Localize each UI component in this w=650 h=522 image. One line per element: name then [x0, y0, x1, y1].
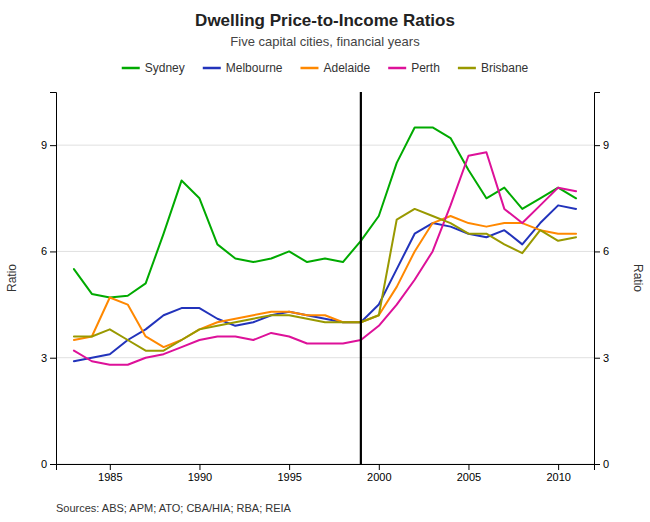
legend-label: Brisbane [481, 61, 529, 75]
y2-axis: 0 3 6 9 [594, 93, 609, 471]
source: Sources: ABS; APM; ATO; CBA/HIA; RBA; RE… [56, 502, 292, 514]
line [74, 205, 576, 361]
plot: 1985 1990 1995 2000 2005 2010 0 3 6 9 0 3 6 9 [41, 92, 609, 483]
tick-mark [379, 464, 380, 470]
tick: 1995 [277, 464, 301, 483]
legend-label: Perth [411, 61, 440, 75]
tick-label: 1985 [98, 471, 122, 483]
y-axis: 0 3 6 9 [41, 93, 57, 471]
line [74, 152, 576, 365]
tick: 6 [41, 245, 56, 257]
legend-item: Adelaide [300, 61, 370, 75]
tick: 0 [41, 458, 56, 470]
axis-line [57, 465, 595, 471]
tick-mark [199, 464, 200, 470]
tick-mark [594, 145, 600, 146]
legend: Sydney Melbourne Adelaide Perth Brisbane [122, 61, 529, 75]
legend-swatch [458, 67, 476, 70]
axis-line [50, 93, 57, 465]
legend-item: Sydney [122, 61, 185, 75]
tick: 1985 [98, 464, 122, 483]
tick-mark [110, 464, 111, 470]
tick: 3 [594, 352, 609, 364]
tick: 9 [41, 139, 56, 151]
grid-line [56, 145, 594, 146]
legend-label: Melbourne [226, 61, 283, 75]
tick-mark [50, 145, 56, 146]
line [74, 127, 576, 297]
grid-line [56, 251, 594, 252]
tick-mark [594, 251, 600, 252]
tick: 1990 [188, 464, 212, 483]
y2-axis-title: Ratio [631, 264, 645, 292]
tick-mark [468, 464, 469, 470]
legend-label: Adelaide [323, 61, 370, 75]
tick: 3 [41, 352, 56, 364]
tick-label: 2005 [457, 471, 481, 483]
tick-label: 1995 [277, 471, 301, 483]
tick: 0 [594, 458, 609, 470]
y-axis-title: Ratio [5, 264, 19, 292]
axis-line [595, 93, 601, 465]
legend-item: Perth [388, 61, 440, 75]
title: Dwelling Price-to-Income Ratios [195, 11, 455, 30]
tick: 2010 [546, 464, 570, 483]
line [74, 216, 576, 347]
tick: 2005 [457, 464, 481, 483]
tick-label: 9 [603, 139, 609, 151]
tick-mark [50, 358, 56, 359]
tick-mark [594, 358, 600, 359]
grid-line [56, 357, 594, 358]
subtitle: Five capital cities, financial years [230, 34, 420, 49]
tick-label: 6 [41, 245, 47, 257]
x-axis: 1985 1990 1995 2000 2005 2010 [57, 464, 595, 483]
tick-mark [50, 251, 56, 252]
tick: 2000 [367, 464, 391, 483]
tick-label: 2000 [367, 471, 391, 483]
tick-label: 1990 [188, 471, 212, 483]
chart-container: Dwelling Price-to-Income Ratios Five capi… [0, 0, 650, 522]
chart-svg: Dwelling Price-to-Income Ratios Five capi… [0, 0, 650, 522]
reference-line [360, 92, 362, 464]
tick-label: 9 [41, 139, 47, 151]
legend-item: Brisbane [458, 61, 529, 75]
grid [56, 145, 594, 464]
legend-swatch [122, 67, 140, 70]
legend-label: Sydney [145, 61, 185, 75]
tick-label: 0 [603, 458, 609, 470]
tick: 9 [594, 139, 609, 151]
tick-mark [558, 464, 559, 470]
tick-label: 0 [41, 458, 47, 470]
tick-label: 2010 [546, 471, 570, 483]
marks [74, 92, 576, 464]
tick-label: 3 [41, 352, 47, 364]
tick-mark [289, 464, 290, 470]
tick-label: 3 [603, 352, 609, 364]
tick-mark [50, 464, 56, 465]
legend-swatch [300, 67, 318, 70]
legend-swatch [203, 67, 221, 70]
line [74, 209, 576, 351]
tick-mark [594, 464, 600, 465]
tick: 6 [594, 245, 609, 257]
tick-label: 6 [603, 245, 609, 257]
legend-item: Melbourne [203, 61, 283, 75]
legend-swatch [388, 67, 406, 70]
